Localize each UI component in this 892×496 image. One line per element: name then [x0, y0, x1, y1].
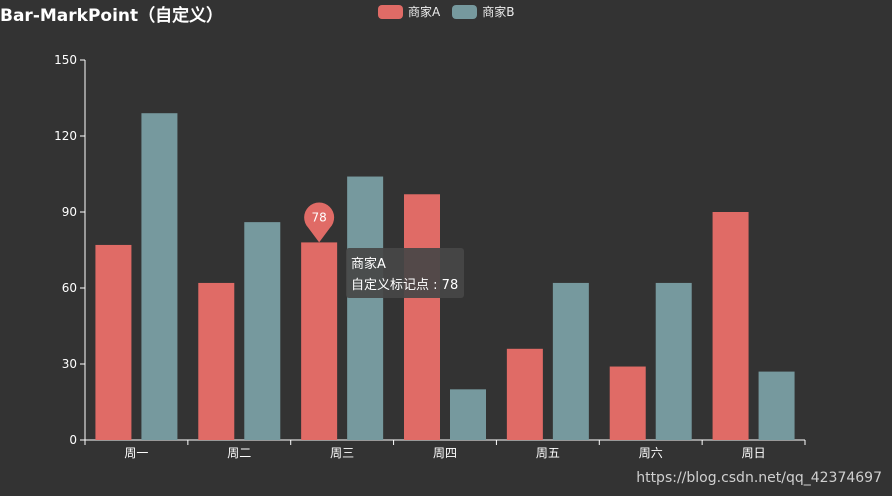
y-tick-label: 30 [62, 357, 77, 371]
watermark: https://blog.csdn.net/qq_42374697 [636, 470, 882, 486]
y-tick-label: 0 [69, 433, 77, 447]
y-tick-label: 60 [62, 281, 77, 295]
bar-series-b [141, 113, 178, 440]
bar-series-a [712, 212, 749, 440]
x-tick-label: 周二 [227, 446, 251, 460]
tooltip-value: 78 [441, 278, 459, 293]
tooltip-label: 自定义标记点 [351, 278, 430, 293]
y-tick-label: 120 [54, 129, 77, 143]
bar-series-a [198, 282, 235, 440]
x-tick-label: 周六 [639, 446, 663, 460]
x-tick-label: 周日 [742, 446, 766, 460]
tooltip: 商家A 自定义标记点 : 78 [346, 248, 464, 298]
bar-series-a [506, 348, 543, 440]
bar-series-b [758, 371, 795, 440]
tooltip-series-name: 商家A [351, 257, 386, 272]
mark-point-label: 78 [312, 210, 327, 224]
legend-item-series-a[interactable]: 商家A [378, 3, 440, 20]
tooltip-separator: : [429, 278, 442, 293]
legend-label-series-a: 商家A [408, 5, 441, 19]
bar-series-a [95, 244, 132, 440]
x-tick-label: 周一 [124, 446, 148, 460]
legend-item-series-b[interactable]: 商家B [452, 3, 514, 20]
x-tick-label: 周五 [536, 446, 560, 460]
bar-series-b [450, 389, 486, 440]
bar-series-b [244, 222, 281, 440]
tooltip-value-row: 自定义标记点 : 78 [351, 275, 464, 296]
chart-title: Bar-MarkPoint（自定义） [0, 6, 224, 26]
legend: 商家A 商家B [378, 3, 514, 20]
legend-swatch-series-a [378, 4, 403, 19]
bar-series-a [609, 366, 646, 440]
mark-point-pin [304, 202, 335, 243]
legend-label-series-b: 商家B [482, 5, 515, 19]
x-tick-label: 周四 [433, 446, 457, 460]
y-tick-label: 150 [54, 53, 77, 67]
bar-series-b [655, 282, 692, 440]
bar-series-b [347, 176, 384, 441]
bar-series-b [552, 282, 589, 440]
x-tick-label: 周三 [330, 446, 354, 460]
y-tick-label: 90 [62, 205, 77, 219]
bar-series-a [404, 194, 440, 440]
bar-series-a [301, 242, 338, 440]
legend-swatch-series-b [452, 4, 478, 19]
